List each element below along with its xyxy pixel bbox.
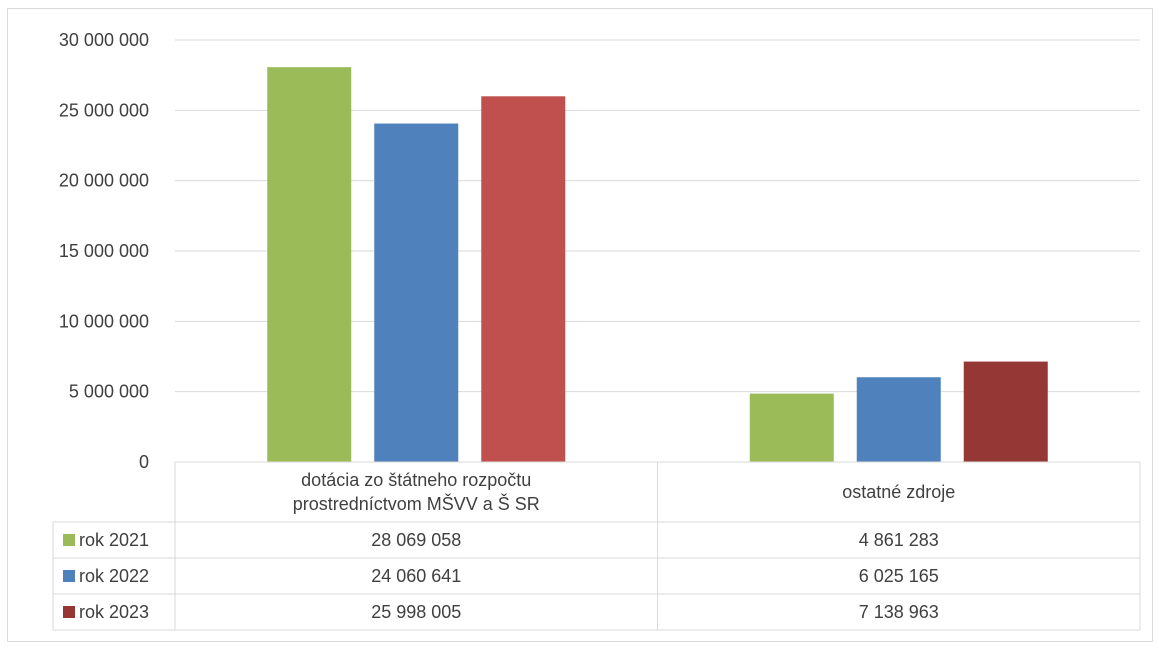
y-axis-tick-labels: 0 5 000 000 10 000 000 15 000 000 20 000 000… <box>59 30 149 472</box>
y-tick-label: 20 000 000 <box>59 171 149 191</box>
bar <box>374 123 459 462</box>
y-tick-label: 30 000 000 <box>59 30 149 50</box>
bar <box>963 361 1048 462</box>
y-tick-label: 10 000 000 <box>59 311 149 331</box>
legend-key <box>63 570 75 582</box>
category-label: prostredníctvom MŠVV a Š SR <box>293 493 540 514</box>
legend-key <box>63 534 75 546</box>
y-tick-label: 15 000 000 <box>59 241 149 261</box>
table-cell-value: 28 069 058 <box>371 530 461 550</box>
y-tick-label: 25 000 000 <box>59 100 149 120</box>
category-label: ostatné zdroje <box>842 482 955 502</box>
chart-frame: 0 5 000 000 10 000 000 15 000 000 20 000 000… <box>7 8 1153 642</box>
bar <box>749 393 834 462</box>
y-tick-label: 0 <box>139 452 149 472</box>
legend-label: rok 2022 <box>79 566 149 586</box>
legend-label: rok 2023 <box>79 602 149 622</box>
table-cell-value: 25 998 005 <box>371 602 461 622</box>
legend-key <box>63 606 75 618</box>
bar <box>481 96 566 462</box>
table-cell-value: 7 138 963 <box>859 602 939 622</box>
category-label: dotácia zo štátneho rozpočtu <box>301 470 531 490</box>
data-table: dotácia zo štátneho rozpočtu prostredníct… <box>52 461 1141 631</box>
bar <box>856 377 941 462</box>
legend-label: rok 2021 <box>79 530 149 550</box>
bar-chart: 0 5 000 000 10 000 000 15 000 000 20 000 000… <box>52 30 1141 631</box>
bar <box>267 67 352 462</box>
table-cell-value: 6 025 165 <box>859 566 939 586</box>
bars <box>267 67 1048 462</box>
table-cell-value: 4 861 283 <box>859 530 939 550</box>
table-cell-value: 24 060 641 <box>371 566 461 586</box>
y-tick-label: 5 000 000 <box>69 382 149 402</box>
